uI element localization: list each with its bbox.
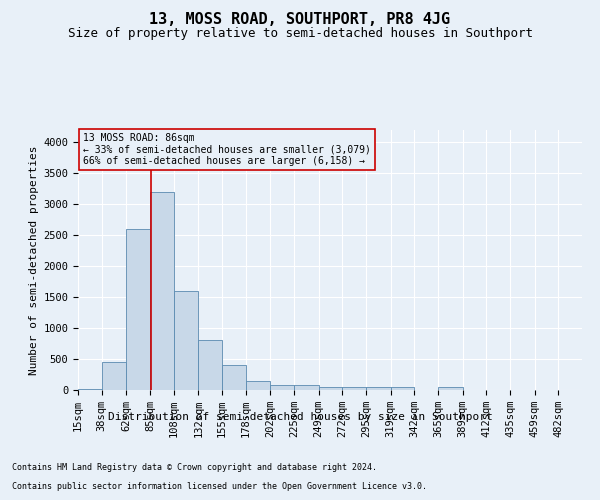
Bar — [222, 365, 245, 390]
Bar — [438, 387, 463, 390]
Text: Contains HM Land Registry data © Crown copyright and database right 2024.: Contains HM Land Registry data © Crown c… — [12, 464, 377, 472]
Bar — [173, 291, 199, 390]
Bar — [127, 229, 150, 390]
Bar — [391, 387, 415, 390]
Bar — [271, 385, 294, 390]
Bar — [343, 387, 366, 390]
Bar — [319, 387, 343, 390]
Text: Size of property relative to semi-detached houses in Southport: Size of property relative to semi-detach… — [67, 28, 533, 40]
Y-axis label: Number of semi-detached properties: Number of semi-detached properties — [29, 145, 39, 375]
Bar — [245, 380, 271, 390]
Bar — [150, 192, 173, 390]
Bar — [199, 340, 222, 390]
Bar — [366, 387, 391, 390]
Text: 13 MOSS ROAD: 86sqm
← 33% of semi-detached houses are smaller (3,079)
66% of sem: 13 MOSS ROAD: 86sqm ← 33% of semi-detach… — [83, 132, 371, 166]
Text: Distribution of semi-detached houses by size in Southport: Distribution of semi-detached houses by … — [107, 412, 493, 422]
Text: Contains public sector information licensed under the Open Government Licence v3: Contains public sector information licen… — [12, 482, 427, 491]
Text: 13, MOSS ROAD, SOUTHPORT, PR8 4JG: 13, MOSS ROAD, SOUTHPORT, PR8 4JG — [149, 12, 451, 28]
Bar — [101, 362, 127, 390]
Bar — [294, 385, 319, 390]
